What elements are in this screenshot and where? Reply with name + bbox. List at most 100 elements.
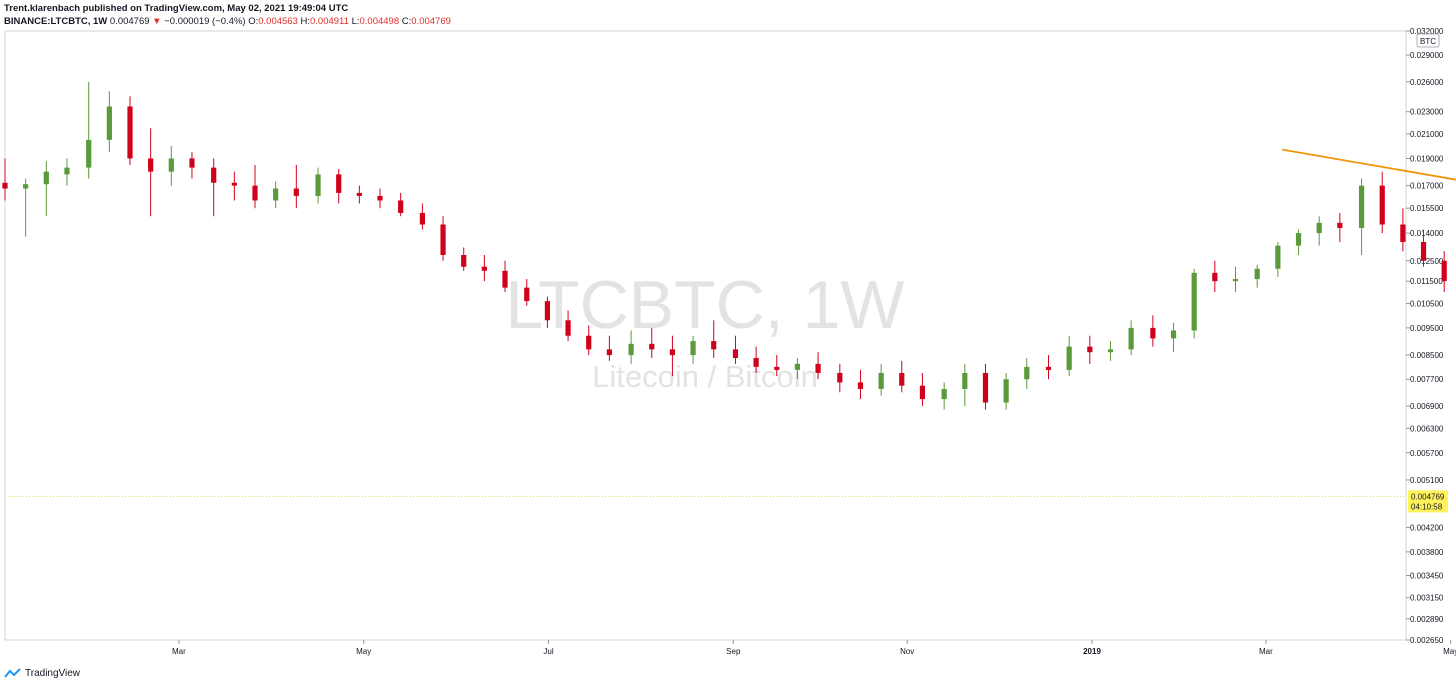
candle-body: [1107, 349, 1114, 353]
tradingview-brand[interactable]: TradingView: [4, 667, 80, 679]
x-tick-label: Mar: [172, 647, 186, 656]
candle: [1024, 357, 1030, 389]
candle-body: [1024, 366, 1030, 380]
candle-body: [1337, 222, 1343, 228]
candle: [565, 310, 571, 342]
y-tick-label: 0.015500: [1410, 204, 1444, 213]
candle-body: [1295, 233, 1302, 246]
candle-body: [189, 158, 195, 168]
candle-body: [919, 385, 926, 400]
candle-body: [1358, 185, 1365, 228]
candle-body: [878, 372, 884, 389]
candle: [293, 164, 299, 209]
open-label: O:: [248, 16, 259, 27]
candle-body: [461, 254, 467, 267]
currency-badge-box: [1416, 33, 1440, 48]
x-tick-label: 2019: [1083, 647, 1101, 656]
publish-info: Trent.klarenbach published on TradingVie…: [4, 2, 451, 15]
candle-body: [502, 270, 508, 288]
candle-body: [982, 372, 989, 403]
candle: [774, 355, 780, 377]
candle-body: [419, 212, 426, 225]
close-label: C:: [401, 16, 412, 27]
candle: [1316, 216, 1322, 246]
candle: [336, 168, 342, 204]
candle: [461, 247, 467, 271]
candle-body: [252, 185, 258, 201]
y-tick-label: 0.010500: [1410, 299, 1444, 308]
y-tick-label: 0.005100: [1410, 476, 1444, 485]
candle: [398, 192, 404, 217]
candle: [524, 279, 530, 306]
candle: [606, 335, 612, 361]
publish-line: Trent.klarenbach published on TradingVie…: [4, 3, 349, 14]
candle: [711, 320, 717, 358]
candle: [1128, 320, 1134, 356]
currency-label: BTC: [1420, 37, 1436, 46]
candle-body: [336, 174, 342, 193]
brand-label: TradingView: [25, 667, 81, 679]
y-tick-label: 0.012500: [1410, 257, 1444, 266]
candle-body: [1441, 260, 1447, 282]
candle: [794, 357, 801, 380]
candle: [669, 335, 676, 377]
candle: [356, 185, 362, 204]
candle: [1066, 335, 1072, 377]
candle: [168, 145, 174, 186]
candle-body: [1232, 279, 1239, 282]
candle-body: [1003, 379, 1009, 403]
candle-body: [544, 301, 551, 321]
candle: [377, 188, 383, 209]
y-tick-label: 0.005700: [1410, 449, 1444, 458]
candle-body: [481, 266, 487, 271]
candle-body: [1128, 327, 1134, 350]
candle-body: [1212, 272, 1218, 282]
candle: [1087, 335, 1093, 364]
candle: [2, 158, 8, 201]
candle: [127, 96, 133, 165]
candle-body: [127, 106, 133, 159]
candle-body: [2, 182, 8, 189]
candle-body: [815, 363, 821, 373]
candle: [252, 164, 258, 209]
candle: [753, 346, 759, 373]
candle: [1441, 251, 1447, 293]
candle-body: [586, 335, 592, 350]
ohlc-legend: BINANCE:LTCBTC, 1W 0.004769 ▼ −0.000019 …: [4, 15, 451, 28]
candle: [502, 260, 508, 293]
candle: [189, 152, 195, 179]
y-tick-label: 0.003150: [1410, 594, 1444, 603]
candle: [586, 325, 592, 356]
candle-body: [753, 357, 759, 367]
candles: [2, 81, 1447, 410]
candle: [815, 352, 821, 380]
y-tick-label: 0.009500: [1410, 324, 1444, 333]
candle-body: [377, 195, 383, 201]
y-tick-label: 0.002650: [1410, 636, 1444, 645]
y-tick-label: 0.011500: [1410, 277, 1443, 286]
candle-body: [669, 349, 676, 356]
candle: [857, 369, 864, 400]
candle-body: [1379, 185, 1385, 225]
y-tick-label: 0.021000: [1410, 130, 1444, 139]
candle-body: [837, 372, 843, 383]
low-label: L:: [351, 16, 360, 27]
candle: [148, 128, 154, 217]
y-tick-label: 0.014000: [1410, 229, 1444, 238]
candle: [106, 91, 112, 153]
y-tick-label: 0.002890: [1410, 615, 1444, 624]
candle: [64, 158, 70, 186]
candle: [481, 254, 487, 282]
symbol-label[interactable]: BINANCE:LTCBTC, 1W: [4, 16, 108, 27]
x-tick-label: Mar: [1259, 647, 1273, 656]
high-label: H:: [300, 16, 311, 27]
candle: [1254, 264, 1260, 288]
y-tick-label: 0.032000: [1410, 27, 1444, 36]
x-tick-label: Sep: [726, 647, 741, 656]
candle-body: [64, 167, 70, 175]
candle-body: [398, 200, 404, 213]
candle: [1150, 315, 1156, 347]
low-value: 0.004498: [359, 16, 400, 27]
candle-body: [774, 366, 780, 370]
